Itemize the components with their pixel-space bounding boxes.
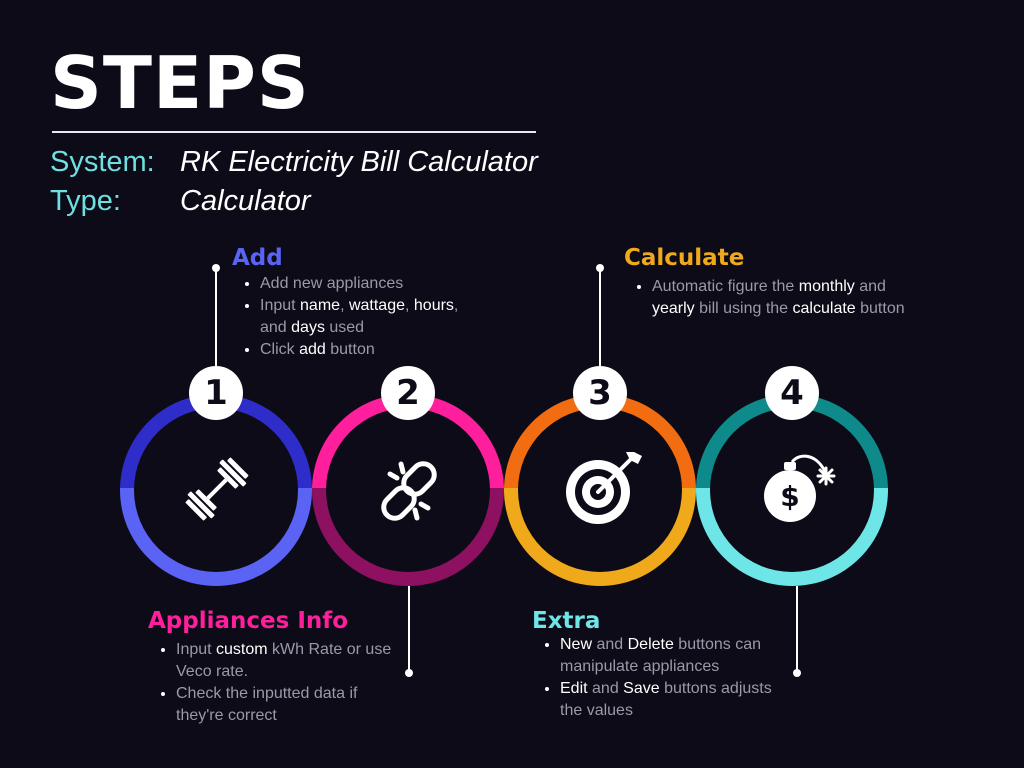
- step-1-heading: Add: [232, 245, 283, 271]
- svg-text:$: $: [780, 480, 799, 513]
- bullet-item: Add new appliances: [260, 273, 460, 295]
- step-4-connector-line: [796, 586, 798, 672]
- step-1-connector-line: [215, 268, 217, 372]
- step-4-bullets: New and Delete buttons can manipulate ap…: [542, 634, 790, 722]
- dumbbell-icon: [181, 455, 253, 528]
- money-bomb-icon: $: [760, 454, 840, 531]
- bullet-item: Automatic figure the monthly and yearly …: [652, 276, 912, 320]
- step-2-connector-line: [408, 586, 410, 672]
- step-2-number-badge: 2: [381, 366, 435, 420]
- step-2-heading: Appliances Info: [148, 608, 349, 634]
- step-2-connector-dot: [405, 669, 413, 677]
- target-icon: [564, 450, 644, 531]
- step-4-connector-dot: [793, 669, 801, 677]
- step-3-number-badge: 3: [573, 366, 627, 420]
- type-value: Calculator: [180, 185, 311, 217]
- step-4-heading: Extra: [532, 608, 601, 634]
- bullet-item: Input custom kWh Rate or use Veco rate.: [176, 639, 406, 683]
- step-3-bullets: Automatic figure the monthly and yearly …: [634, 276, 912, 320]
- bullet-item: Check the inputted data if they're corre…: [176, 683, 406, 727]
- bullet-item: New and Delete buttons can manipulate ap…: [560, 634, 790, 678]
- bullet-item: Click add button: [260, 339, 460, 361]
- broken-link-icon: [374, 456, 444, 531]
- step-1-bullets: Add new appliancesInput name, wattage, h…: [242, 273, 460, 361]
- step-2-bullets: Input custom kWh Rate or use Veco rate.C…: [158, 639, 406, 727]
- step-3-heading: Calculate: [624, 245, 745, 271]
- step-1-number-badge: 1: [189, 366, 243, 420]
- bullet-item: Input name, wattage, hours, and days use…: [260, 295, 460, 339]
- title-divider: [52, 131, 536, 133]
- step-3-connector-line: [599, 268, 601, 372]
- step-4-ring: [696, 394, 888, 586]
- system-label: System:: [50, 146, 155, 178]
- type-label: Type:: [50, 185, 121, 217]
- page-title: STEPS: [50, 41, 310, 125]
- step-4-number-badge: 4: [765, 366, 819, 420]
- bullet-item: Edit and Save buttons adjusts the values: [560, 678, 790, 722]
- step-1-ring: [120, 394, 312, 586]
- system-value: RK Electricity Bill Calculator: [180, 146, 538, 178]
